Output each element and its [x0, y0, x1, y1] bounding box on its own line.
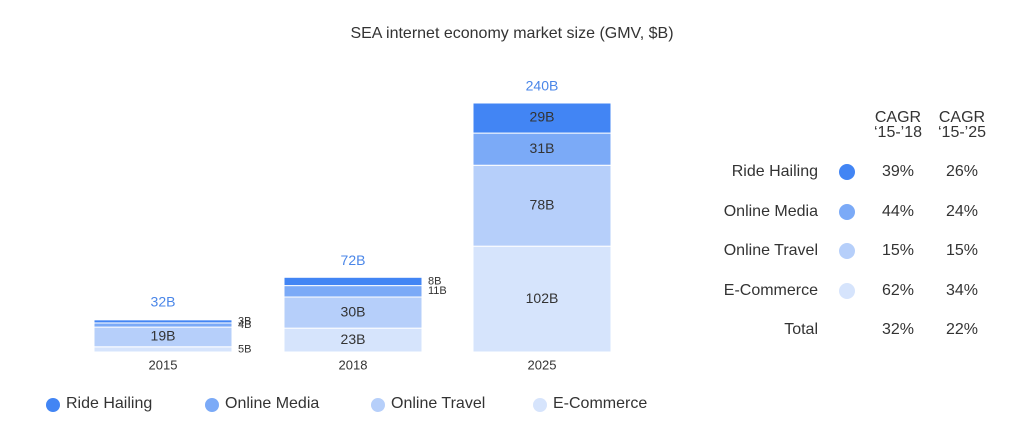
row-label: Total: [784, 321, 818, 338]
legend-marker: [46, 398, 60, 412]
segment-label: 78B: [530, 196, 555, 212]
chart-title: SEA internet economy market size (GMV, $…: [350, 25, 673, 42]
table-value: 24%: [946, 203, 978, 220]
legend-label: Online Travel: [391, 395, 485, 412]
segment-label: 31B: [530, 140, 555, 156]
x-tick-label: 2018: [339, 357, 368, 372]
segment-label: 29B: [530, 109, 555, 125]
segment-label: 23B: [341, 331, 366, 347]
bar-segment: [283, 276, 423, 287]
legend-marker: [371, 398, 385, 412]
segment-label: 8B: [428, 275, 441, 287]
table-value: 62%: [882, 282, 914, 299]
row-marker: [839, 283, 855, 299]
x-tick-label: 2025: [528, 357, 557, 372]
bar-segment: [283, 285, 423, 298]
legend-marker: [533, 398, 547, 412]
table-value: 15%: [946, 242, 978, 259]
row-marker: [839, 243, 855, 259]
table-value: 44%: [882, 203, 914, 220]
bar-segment: [472, 102, 612, 134]
table-header: ‘15-’18: [874, 124, 922, 141]
table-header: CAGR: [939, 109, 985, 126]
total-label: 32B: [151, 294, 176, 310]
table-value: 15%: [882, 242, 914, 259]
row-label: Ride Hailing: [732, 163, 818, 180]
bar-segment: [93, 346, 233, 353]
legend-marker: [205, 398, 219, 412]
bar-segment: [93, 319, 233, 324]
segment-label: 4B: [238, 319, 251, 331]
total-label: 72B: [341, 252, 366, 268]
segment-label: 102B: [526, 290, 559, 306]
table-value: 22%: [946, 321, 978, 338]
bar-segment: [93, 322, 233, 328]
row-marker: [839, 164, 855, 180]
segment-label: 30B: [341, 303, 366, 319]
table-header: CAGR: [875, 109, 921, 126]
total-label: 240B: [526, 78, 559, 94]
row-label: E-Commerce: [724, 282, 818, 299]
segment-label: 11B: [428, 285, 447, 297]
row-label: Online Media: [724, 203, 818, 220]
segment-label: 5B: [238, 343, 251, 355]
legend-label: Online Media: [225, 395, 319, 412]
x-tick-label: 2015: [149, 357, 178, 372]
segment-label: 3B: [238, 315, 251, 327]
row-label: Online Travel: [724, 242, 818, 259]
legend-label: E-Commerce: [553, 395, 647, 412]
table-header: ‘15-’25: [938, 124, 986, 141]
table-value: 39%: [882, 163, 914, 180]
table-value: 26%: [946, 163, 978, 180]
table-value: 32%: [882, 321, 914, 338]
bar-segment: [283, 296, 423, 329]
segment-label: 19B: [151, 328, 176, 344]
table-value: 34%: [946, 282, 978, 299]
row-marker: [839, 204, 855, 220]
legend-label: Ride Hailing: [66, 395, 152, 412]
